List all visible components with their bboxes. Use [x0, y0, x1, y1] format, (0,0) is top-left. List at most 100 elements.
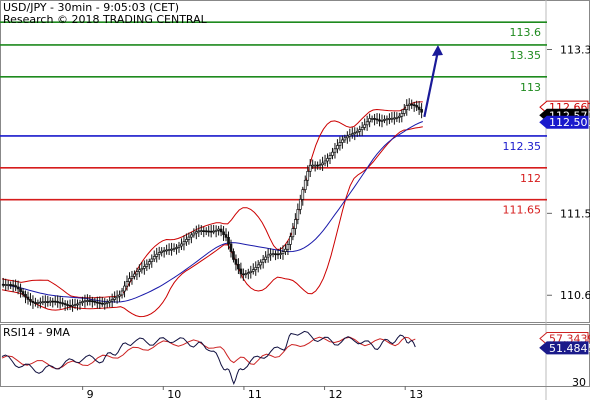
rsi-tag-label: 51.4845	[549, 342, 590, 355]
candle-body	[232, 251, 235, 260]
candle-body	[118, 294, 121, 297]
candle-body	[246, 272, 250, 275]
candle-body	[318, 164, 322, 167]
y-tick-label: 110.6	[560, 289, 590, 302]
candle-body	[370, 118, 374, 120]
candle-body	[123, 285, 126, 292]
candle-body	[192, 232, 196, 236]
candle-body	[138, 269, 141, 272]
candle-body	[91, 300, 94, 303]
chart-header-line1: USD/JPY - 30min - 9:05:03 (CET)	[3, 1, 179, 14]
level-label: 112.35	[503, 140, 542, 153]
candle-body	[296, 209, 300, 220]
candle-body	[383, 119, 386, 121]
candle-body	[56, 301, 60, 303]
candle-body	[397, 115, 401, 118]
candle-body	[368, 118, 371, 123]
candle-body	[185, 239, 188, 243]
candle-body	[298, 199, 302, 210]
candle-body	[284, 248, 287, 252]
candle-body	[385, 118, 389, 121]
x-tick-label: 11	[248, 388, 262, 400]
candle-body	[331, 151, 334, 156]
y-tick-label: 113.3	[560, 44, 590, 57]
x-tick-label: 9	[87, 388, 94, 400]
candle-body	[289, 236, 292, 245]
candle-body	[147, 261, 151, 265]
candle-body	[68, 304, 72, 307]
candle-body	[113, 297, 116, 300]
candle-body	[227, 236, 230, 245]
candle-body	[286, 244, 290, 250]
candle-body	[380, 119, 384, 122]
candle-body	[145, 263, 149, 267]
candle-body	[242, 273, 245, 276]
candle-body	[353, 132, 357, 135]
candle-body	[95, 301, 99, 304]
candle-body	[83, 300, 87, 303]
candle-body	[294, 219, 297, 229]
candle-body	[306, 171, 310, 181]
price-tag-box	[539, 115, 589, 129]
price-tag: 112.501	[539, 115, 590, 129]
candle-body	[333, 148, 337, 153]
candle-body	[202, 230, 206, 233]
candle-body	[31, 301, 35, 303]
candle-body	[140, 268, 144, 271]
bollinger-upper-line	[1, 101, 423, 299]
candle-body	[360, 127, 364, 130]
candle-body	[316, 164, 319, 167]
bollinger-lower-line	[1, 126, 423, 318]
candle-body	[261, 259, 265, 263]
candle-body	[348, 134, 352, 137]
candle-body	[251, 269, 255, 272]
candle-body	[26, 296, 30, 300]
candle-body	[36, 302, 40, 304]
candle-body	[197, 230, 201, 233]
candle-body	[133, 273, 136, 277]
candle-body	[291, 228, 295, 238]
candle-body	[187, 236, 191, 240]
candle-body	[182, 241, 186, 245]
candle-body	[274, 253, 277, 256]
candle-body	[78, 302, 82, 305]
candle-body	[204, 230, 208, 233]
candle-body	[229, 243, 233, 252]
rsi-y-tick-label: 30	[572, 376, 586, 389]
rsi-title: RSI14 - 9MA	[3, 326, 70, 339]
candle-body	[73, 304, 77, 307]
candle-body	[308, 164, 312, 172]
candle-body	[279, 253, 282, 255]
candle-body	[120, 290, 124, 296]
candle-body	[328, 155, 332, 159]
candle-body	[43, 301, 47, 303]
price-tag-label: 112.501	[549, 116, 590, 129]
candle-body	[155, 253, 159, 257]
candle-body	[313, 164, 317, 167]
candle-body	[177, 245, 181, 248]
candle-body	[88, 300, 92, 302]
candle-body	[98, 302, 102, 305]
candle-body	[271, 253, 275, 256]
candle-body	[150, 258, 154, 262]
candle-body	[266, 254, 270, 258]
x-tick-label: 12	[329, 388, 343, 400]
candle-body	[412, 104, 416, 106]
candle-body	[53, 300, 57, 303]
candle-body	[110, 299, 114, 302]
candle-body	[167, 249, 171, 251]
candle-body	[249, 270, 253, 273]
candle-body	[76, 303, 79, 306]
candle-body	[393, 117, 396, 120]
level-label: 13.35	[510, 49, 542, 62]
candle-body	[103, 302, 107, 305]
candle-body	[93, 300, 97, 303]
candle-body	[58, 301, 62, 304]
candle-body	[323, 160, 327, 164]
level-label: 111.65	[503, 204, 542, 217]
candle-body	[180, 243, 183, 247]
candle-body	[355, 130, 359, 133]
